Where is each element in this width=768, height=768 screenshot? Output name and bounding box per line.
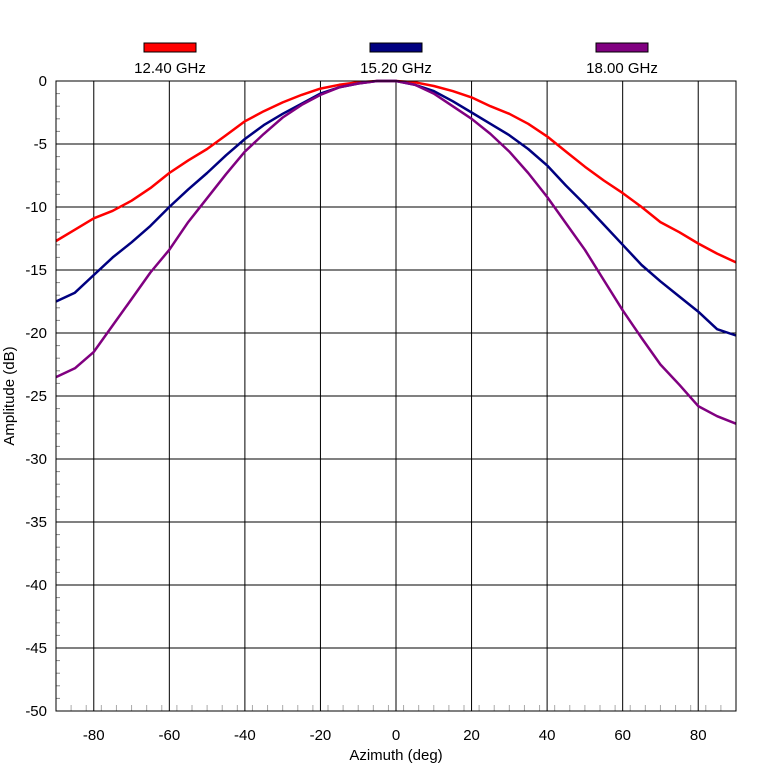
y-tick-labels: 0 -5 -10 -15 -20 -25 -30 -35 -40 -45 -50 <box>25 73 47 720</box>
y-tick-label: -15 <box>25 262 47 279</box>
legend-label-2: 15.20 GHz <box>360 60 432 77</box>
x-tick-label: 20 <box>463 727 480 744</box>
x-tick-label: 80 <box>690 727 707 744</box>
legend-label-3: 18.00 GHz <box>586 60 658 77</box>
legend-swatch-2 <box>369 42 423 53</box>
legend-swatch-3 <box>595 42 649 53</box>
y-tick-label: 0 <box>39 73 47 90</box>
legend-label-1: 12.40 GHz <box>134 60 206 77</box>
x-tick-label: 60 <box>614 727 631 744</box>
x-tick-label: 0 <box>392 727 400 744</box>
legend: 12.40 GHz 15.20 GHz 18.00 GHz <box>134 42 658 77</box>
plot-frame <box>55 80 737 712</box>
legend-swatch-1 <box>143 42 197 53</box>
x-tick-labels: -80 -60 -40 -20 0 20 40 60 80 <box>83 727 707 744</box>
x-tick-label: -40 <box>234 727 256 744</box>
x-tick-label: 40 <box>539 727 556 744</box>
y-tick-label: -20 <box>25 325 47 342</box>
x-tick-label: -80 <box>83 727 105 744</box>
x-tick-label: -20 <box>310 727 332 744</box>
y-tick-label: -30 <box>25 451 47 468</box>
y-tick-label: -35 <box>25 514 47 531</box>
y-tick-label: -25 <box>25 388 47 405</box>
y-tick-label: -40 <box>25 577 47 594</box>
y-tick-label: -10 <box>25 199 47 216</box>
x-axis-title: Azimuth (deg) <box>349 747 442 764</box>
x-tick-label: -60 <box>158 727 180 744</box>
y-tick-label: -45 <box>25 640 47 657</box>
y-tick-label: -5 <box>34 136 47 153</box>
y-tick-label: -50 <box>25 703 47 720</box>
minor-ticks <box>55 93 737 711</box>
y-axis-title: Amplitude (dB) <box>1 346 18 445</box>
